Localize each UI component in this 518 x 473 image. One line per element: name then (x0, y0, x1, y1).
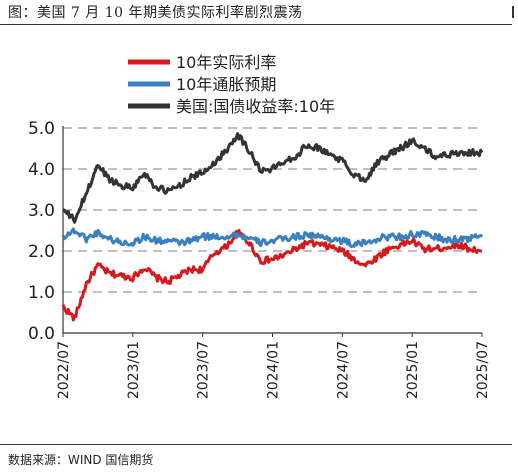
x-tick-label: 2024/01 (266, 341, 282, 399)
legend-label-2: 10年通胀预期 (176, 75, 276, 94)
y-tick-label: 0.0 (28, 324, 55, 344)
legend-label-3: 美国:国债收益率:10年 (176, 97, 335, 116)
x-tick-label: 2024/07 (335, 341, 351, 399)
y-tick-label: 2.0 (28, 242, 55, 262)
y-tick-label: 3.0 (28, 201, 55, 221)
x-tick-label: 2025/01 (405, 341, 421, 399)
series-line-1 (61, 229, 483, 322)
edge-marker (512, 6, 514, 18)
legend-label-1: 10年实际利率 (176, 53, 276, 72)
chart-title: 图：美国 7 月 10 年期美债实际利率剧烈震荡 (8, 5, 303, 21)
x-tick-label: 2023/01 (126, 341, 142, 399)
series-line-3 (62, 132, 484, 224)
bottom-rule (0, 444, 512, 445)
top-rule (0, 24, 512, 25)
y-tick-label: 4.0 (28, 160, 55, 180)
y-tick-label: 1.0 (28, 283, 55, 303)
y-tick-label: 5.0 (28, 119, 55, 139)
x-tick-label: 2022/07 (56, 341, 72, 399)
series-line-2 (61, 227, 484, 249)
x-tick-label: 2023/07 (196, 341, 212, 399)
source-note: 数据来源：WIND 国信期货 (8, 453, 154, 467)
x-tick-label: 2025/07 (475, 341, 491, 399)
